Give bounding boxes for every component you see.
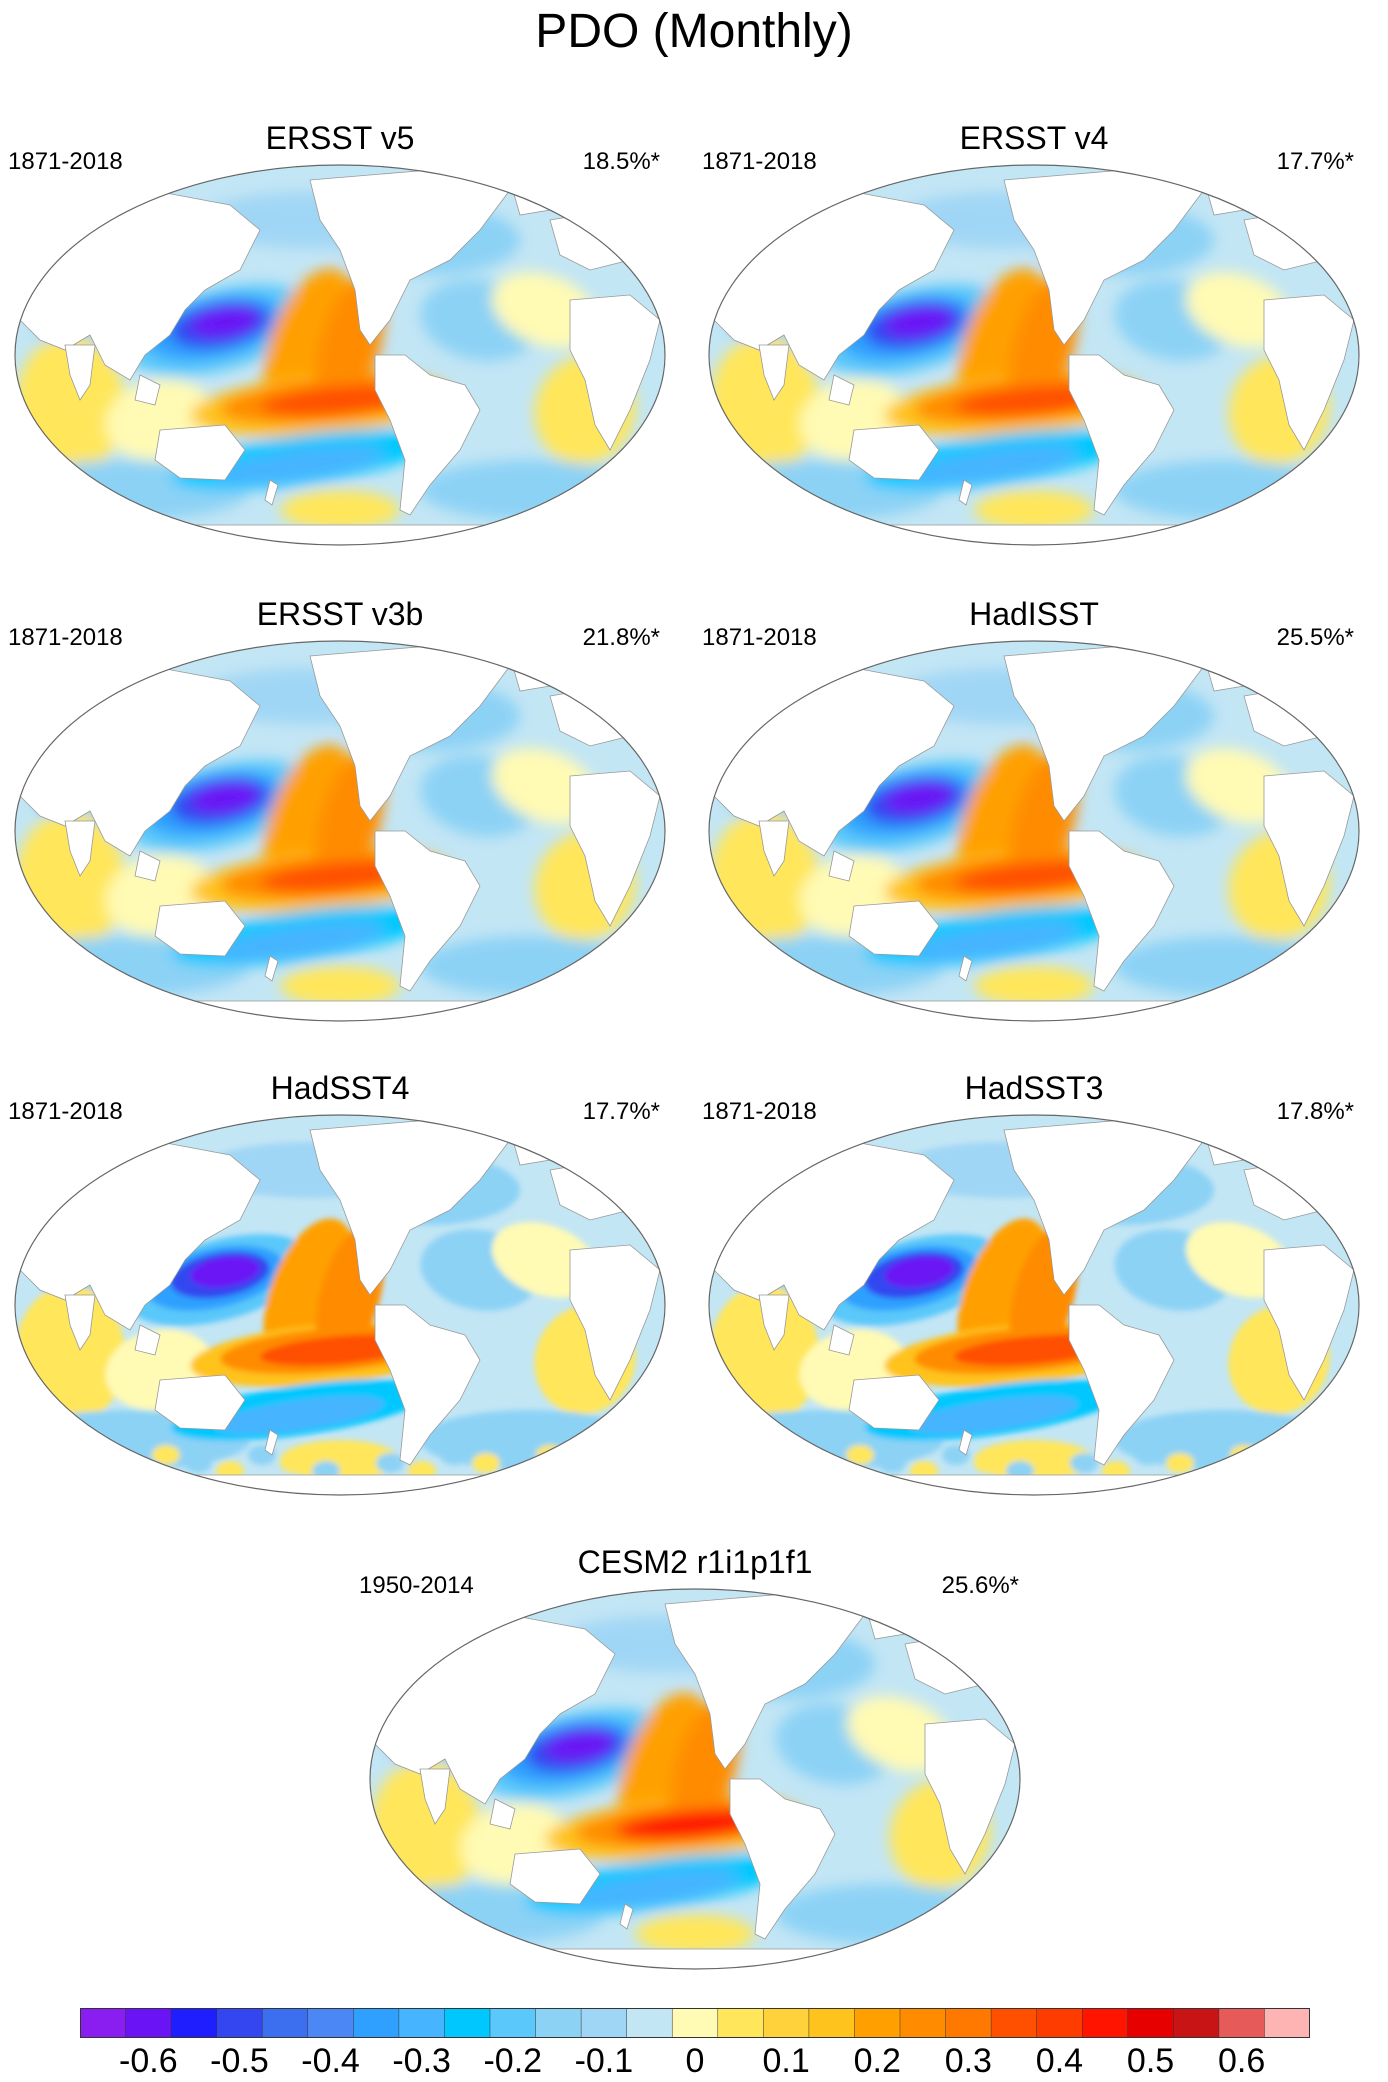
colorbar-tick-label: -0.5 (210, 2042, 269, 2080)
panel-years: 1950-2014 (359, 1572, 474, 1599)
panel-variance: 17.7%* (1276, 148, 1354, 175)
colorbar-swatch (353, 2008, 400, 2038)
panel-variance: 18.5%* (582, 148, 660, 175)
colorbar-swatch (261, 2008, 309, 2038)
colorbar-swatch (626, 2008, 673, 2038)
panel-title: CESM2 r1i1p1f1 (577, 1544, 813, 1580)
figure-title: PDO (Monthly) (535, 5, 853, 58)
colorbar-swatch (580, 2008, 628, 2038)
colorbar-swatch (1081, 2008, 1129, 2038)
colorbar-tick-label: 0.5 (1126, 2042, 1175, 2080)
colorbar-tick-label: 0 (685, 2042, 705, 2080)
colorbar-swatch (1173, 2008, 1220, 2038)
colorbar (80, 2008, 1310, 2038)
colorbar-swatch (1218, 2008, 1266, 2038)
colorbar-swatch (1264, 2008, 1310, 2038)
colorbar-swatch (216, 2008, 263, 2038)
map-panel: HadSST3 1871-2018 17.8%* (694, 1070, 1374, 1500)
colorbar-swatch (170, 2008, 218, 2038)
panel-title: HadSST4 (270, 1070, 410, 1106)
panel-years: 1871-2018 (702, 624, 817, 651)
map-panel: ERSST v5 1871-2018 18.5%* (0, 120, 680, 550)
panel-title: ERSST v5 (265, 120, 415, 156)
panel-years: 1871-2018 (8, 148, 123, 175)
colorbar-swatch (671, 2008, 719, 2038)
colorbar-swatch (80, 2008, 127, 2038)
colorbar-swatch (854, 2008, 901, 2038)
panel-title: ERSST v3b (256, 596, 424, 632)
colorbar-swatch (808, 2008, 856, 2038)
colorbar-swatch (763, 2008, 810, 2038)
panel-years: 1871-2018 (8, 1098, 123, 1125)
pdo-map (708, 1114, 1360, 1496)
map-panel: ERSST v4 1871-2018 17.7%* (694, 120, 1374, 550)
colorbar-tick-label: 0.6 (1218, 2042, 1266, 2080)
colorbar-tick-label: 0.4 (1035, 2042, 1084, 2080)
panel-variance: 25.5%* (1276, 624, 1354, 651)
colorbar-swatch (717, 2008, 765, 2038)
pdo-map (14, 640, 666, 1022)
colorbar-swatch (535, 2008, 582, 2038)
colorbar-swatch (990, 2008, 1038, 2038)
pdo-map (14, 1114, 666, 1496)
panel-variance: 25.6%* (941, 1572, 1019, 1599)
colorbar-tick-label: 0.1 (762, 2042, 810, 2080)
panel-variance: 21.8%* (582, 624, 660, 651)
panel-variance: 17.8%* (1276, 1098, 1354, 1125)
colorbar-swatch (444, 2008, 491, 2038)
panel-years: 1871-2018 (702, 148, 817, 175)
panel-years: 1871-2018 (702, 1098, 817, 1125)
colorbar-swatch (489, 2008, 537, 2038)
colorbar-tick-label: -0.3 (392, 2042, 451, 2080)
colorbar-swatch (125, 2008, 172, 2038)
colorbar-swatch (899, 2008, 947, 2038)
colorbar-swatch (1036, 2008, 1083, 2038)
colorbar-labels: -0.6 -0.5 -0.4 -0.3 -0.2 -0.1 0 0.1 0.2 0.3 0.4 0.5… (80, 2042, 1310, 2082)
colorbar-swatch (945, 2008, 992, 2038)
pdo-map (708, 640, 1360, 1022)
colorbar-swatch (398, 2008, 446, 2038)
map-panel: CESM2 r1i1p1f1 1950-2014 25.6%* (355, 1544, 1035, 1974)
panel-title: ERSST v4 (959, 120, 1109, 156)
colorbar-tick-label: -0.4 (301, 2042, 360, 2080)
colorbar-swatch (1127, 2008, 1175, 2038)
colorbar-swatch (307, 2008, 355, 2038)
colorbar-tick-label: 0.2 (853, 2042, 901, 2080)
colorbar-tick-label: -0.2 (483, 2042, 543, 2080)
map-panel: ERSST v3b 1871-2018 21.8%* (0, 596, 680, 1026)
pdo-map (369, 1588, 1021, 1970)
colorbar-tick-label: 0.3 (944, 2042, 992, 2080)
panel-years: 1871-2018 (8, 624, 123, 651)
panel-variance: 17.7%* (582, 1098, 660, 1125)
colorbar-tick-label: -0.6 (119, 2042, 178, 2080)
colorbar-tick-label: -0.1 (574, 2042, 634, 2080)
map-panel: HadISST 1871-2018 25.5%* (694, 596, 1374, 1026)
panel-title: HadISST (969, 596, 1099, 632)
pdo-map (14, 164, 666, 546)
map-panel: HadSST4 1871-2018 17.7%* (0, 1070, 680, 1500)
panel-title: HadSST3 (964, 1070, 1104, 1106)
pdo-map (708, 164, 1360, 546)
